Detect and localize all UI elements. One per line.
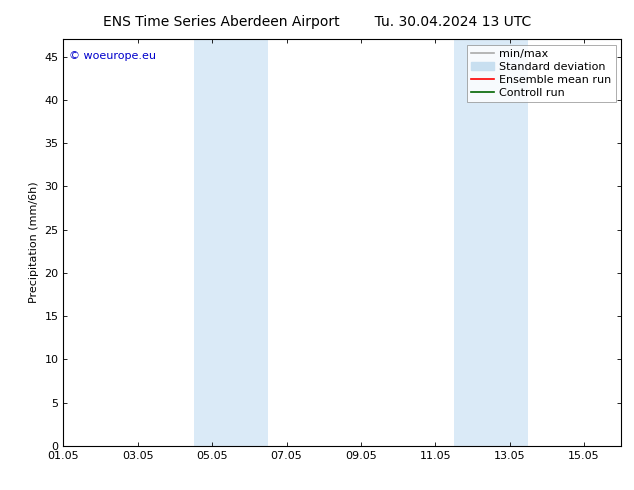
Bar bbox=[454, 39, 491, 446]
Text: © woeurope.eu: © woeurope.eu bbox=[69, 51, 156, 61]
Text: ENS Time Series Aberdeen Airport        Tu. 30.04.2024 13 UTC: ENS Time Series Aberdeen Airport Tu. 30.… bbox=[103, 15, 531, 29]
Y-axis label: Precipitation (mm/6h): Precipitation (mm/6h) bbox=[29, 182, 39, 303]
Bar bbox=[491, 39, 528, 446]
Bar bbox=[193, 39, 231, 446]
Bar bbox=[231, 39, 268, 446]
Legend: min/max, Standard deviation, Ensemble mean run, Controll run: min/max, Standard deviation, Ensemble me… bbox=[467, 45, 616, 102]
